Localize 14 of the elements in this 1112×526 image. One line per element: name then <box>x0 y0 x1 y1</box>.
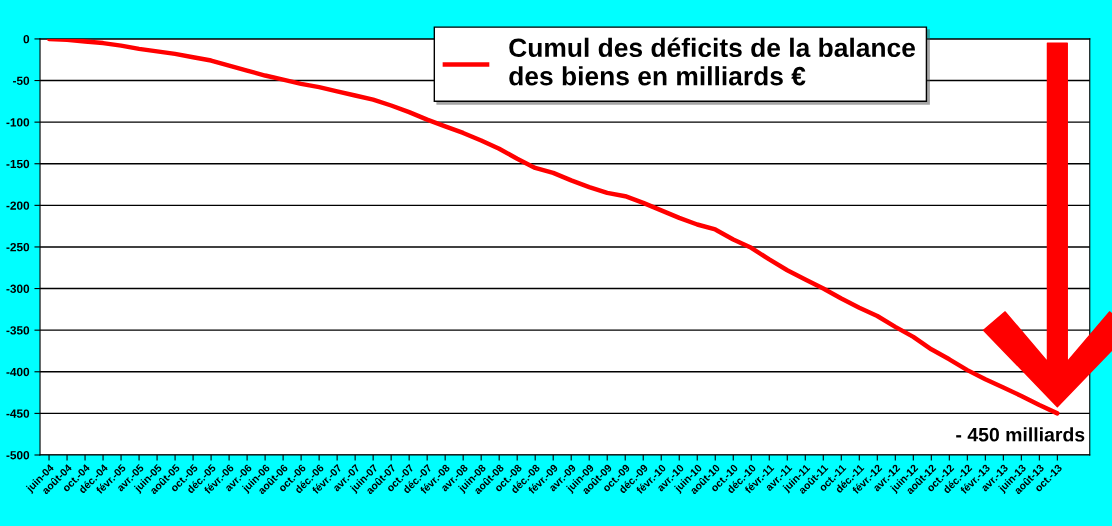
y-tick-label: 0 <box>23 34 30 44</box>
y-tick-label: -250 <box>6 242 30 252</box>
y-tick-label: -150 <box>6 159 30 169</box>
y-tick-label: -200 <box>6 201 30 210</box>
y-tick-label: -500 <box>6 451 30 460</box>
line-series <box>46 38 1060 416</box>
y-tick-label: -350 <box>6 326 30 335</box>
annotation: - 450 milliards <box>956 427 1085 442</box>
y-tick-label: -50 <box>13 76 30 85</box>
y-tick-label: -100 <box>6 118 30 127</box>
y-tick-label: -400 <box>6 367 30 377</box>
legend-label: Cumul des déficits de la balance des biens en milliards € <box>509 37 915 86</box>
y-tick-label: -300 <box>6 284 30 293</box>
y-tick-label: -450 <box>6 409 30 418</box>
